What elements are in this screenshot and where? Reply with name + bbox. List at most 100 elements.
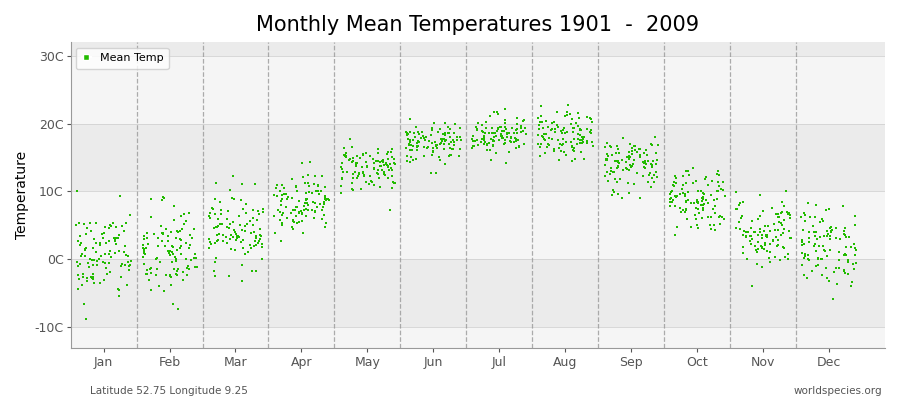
Point xyxy=(120,282,134,288)
Point xyxy=(572,115,586,122)
Point xyxy=(808,229,823,235)
Point xyxy=(313,188,328,194)
Point xyxy=(619,159,634,166)
Point xyxy=(611,160,625,166)
Point xyxy=(756,245,770,252)
Point xyxy=(346,154,360,161)
Point xyxy=(230,234,244,241)
Point xyxy=(638,158,652,164)
Point xyxy=(122,259,136,265)
Point xyxy=(550,109,564,115)
Point xyxy=(730,206,744,212)
Point xyxy=(143,269,157,276)
Point xyxy=(699,174,714,180)
Point xyxy=(605,151,619,158)
Point xyxy=(209,224,223,230)
Point xyxy=(202,213,217,219)
Point xyxy=(434,140,448,146)
Point xyxy=(538,131,553,138)
Point xyxy=(555,127,570,134)
Point xyxy=(666,197,680,204)
Point xyxy=(830,281,844,287)
Point xyxy=(157,195,171,202)
Point xyxy=(112,232,126,238)
Point xyxy=(842,234,856,240)
Point xyxy=(350,175,365,181)
Point xyxy=(437,161,452,168)
Point xyxy=(161,248,176,255)
Point xyxy=(418,134,433,140)
Point xyxy=(71,263,86,270)
Point xyxy=(695,214,709,221)
Point xyxy=(430,129,445,135)
Point xyxy=(634,146,648,152)
Point xyxy=(449,134,464,140)
Point xyxy=(175,213,189,219)
Point xyxy=(442,152,456,159)
Point xyxy=(680,168,695,174)
Point xyxy=(220,208,235,214)
Point xyxy=(688,216,703,222)
Point xyxy=(733,225,747,232)
Point xyxy=(748,229,762,235)
Point xyxy=(636,159,651,166)
Point xyxy=(111,235,125,242)
Point xyxy=(495,133,509,139)
Point xyxy=(470,137,484,144)
Point xyxy=(289,183,303,189)
Point xyxy=(179,218,194,224)
Point xyxy=(162,250,176,256)
Point xyxy=(820,253,834,259)
Point xyxy=(112,248,126,254)
Point xyxy=(321,197,336,203)
Point xyxy=(550,122,564,128)
Point xyxy=(425,152,439,158)
Point xyxy=(690,200,705,206)
Point xyxy=(318,183,332,190)
Point xyxy=(669,175,683,182)
Point xyxy=(744,283,759,289)
Point xyxy=(848,222,862,228)
Point xyxy=(733,200,747,206)
Point xyxy=(783,234,797,241)
Point xyxy=(537,137,552,143)
Point xyxy=(613,176,627,182)
Point xyxy=(732,201,746,208)
Point xyxy=(735,250,750,256)
Point xyxy=(583,129,598,136)
Point xyxy=(673,209,688,215)
Point xyxy=(535,141,549,147)
Point xyxy=(679,168,693,174)
Point xyxy=(551,124,565,130)
Point xyxy=(208,273,222,280)
Point xyxy=(256,208,270,215)
Point xyxy=(669,180,683,186)
Point xyxy=(691,188,706,194)
Point xyxy=(339,154,354,160)
Point xyxy=(338,152,352,158)
Point xyxy=(680,180,694,186)
Point xyxy=(684,200,698,206)
Point xyxy=(849,260,863,266)
Point xyxy=(566,146,580,153)
Point xyxy=(273,209,287,216)
Point xyxy=(212,220,227,227)
Point xyxy=(644,184,658,190)
Point xyxy=(285,218,300,224)
Point xyxy=(615,195,629,202)
Point xyxy=(410,146,424,153)
Point xyxy=(847,240,861,247)
Point xyxy=(709,196,724,202)
Point xyxy=(338,152,352,159)
Point xyxy=(485,130,500,137)
Point xyxy=(664,189,679,195)
Point xyxy=(572,140,587,146)
Point xyxy=(688,205,703,211)
Point xyxy=(158,242,172,249)
Point xyxy=(385,167,400,174)
Point xyxy=(374,162,388,169)
Point xyxy=(85,257,99,263)
Point xyxy=(760,223,775,229)
Point xyxy=(622,167,636,174)
Point xyxy=(745,218,760,224)
